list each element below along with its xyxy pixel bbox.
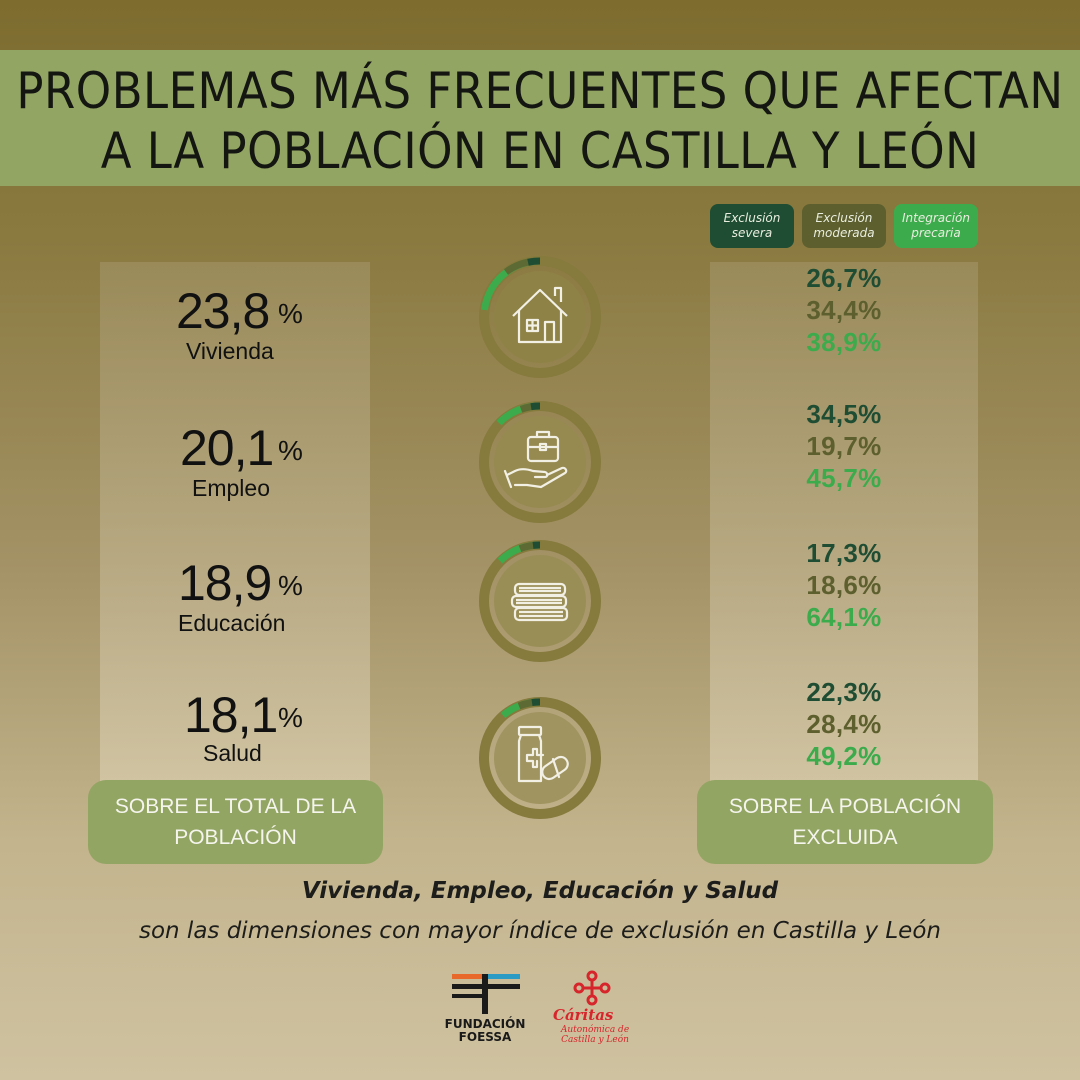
value-exclusion-moderada: 18,6% bbox=[806, 570, 882, 600]
right-panel bbox=[710, 262, 978, 782]
percent-sign: % bbox=[278, 702, 303, 733]
legend-integracion-precaria: Integración precaria bbox=[894, 204, 978, 248]
legend-exclusion-moderada: Exclusión moderada bbox=[802, 204, 886, 248]
medicine-icon bbox=[479, 697, 601, 819]
excluded-population-button[interactable]: SOBRE LA POBLACIÓN EXCLUIDA bbox=[697, 780, 993, 864]
value-integracion-precaria: 38,9% bbox=[806, 327, 882, 357]
value-integracion-precaria: 49,2% bbox=[806, 741, 882, 771]
stat-label: Educación bbox=[178, 610, 286, 636]
value-exclusion-severa: 26,7% bbox=[806, 263, 882, 293]
house-icon bbox=[479, 256, 601, 378]
value-exclusion-severa: 17,3% bbox=[806, 538, 882, 568]
caritas-logo-title: Cáritas bbox=[553, 1006, 614, 1024]
stat-label: Salud bbox=[203, 740, 262, 766]
values-educacion: 17,3% 18,6% 64,1% bbox=[710, 537, 978, 633]
values-empleo: 34,5% 19,7% 45,7% bbox=[710, 398, 978, 494]
title-band: PROBLEMAS MÁS FRECUENTES QUE AFECTAN A L… bbox=[0, 50, 1080, 186]
caritas-cross-icon bbox=[573, 970, 611, 1006]
value-exclusion-moderada: 34,4% bbox=[806, 295, 882, 325]
left-panel bbox=[100, 262, 370, 782]
value-integracion-precaria: 64,1% bbox=[806, 602, 882, 632]
percent-sign: % bbox=[278, 298, 303, 329]
percent-sign: % bbox=[278, 435, 303, 466]
page-title-line-2: A LA POBLACIÓN EN CASTILLA Y LEÓN bbox=[100, 122, 980, 180]
stat-value: 18,9 bbox=[178, 555, 272, 611]
value-exclusion-moderada: 19,7% bbox=[806, 431, 882, 461]
foessa-logo-icon bbox=[452, 974, 520, 1014]
value-exclusion-moderada: 28,4% bbox=[806, 709, 882, 739]
legend-exclusion-severa: Exclusión severa bbox=[710, 204, 794, 248]
books-icon bbox=[479, 540, 601, 662]
caption-highlight: Vivienda, Empleo, Educación y Salud bbox=[301, 878, 779, 904]
value-exclusion-severa: 34,5% bbox=[806, 399, 882, 429]
stat-value: 20,1 bbox=[180, 420, 274, 476]
values-vivienda: 26,7% 34,4% 38,9% bbox=[710, 262, 978, 358]
value-integracion-precaria: 45,7% bbox=[806, 463, 882, 493]
briefcase-hand-icon bbox=[479, 401, 601, 523]
caption-text: son las dimensiones con mayor índice de … bbox=[138, 918, 941, 944]
caritas-logo-subtitle: Autonómica de Castilla y León bbox=[560, 1025, 630, 1045]
stat-label: Vivienda bbox=[186, 338, 274, 364]
percent-sign: % bbox=[278, 570, 303, 601]
stat-label: Empleo bbox=[192, 475, 270, 501]
values-salud: 22,3% 28,4% 49,2% bbox=[710, 676, 978, 772]
foessa-logo-text: FUNDACIÓN FOESSA bbox=[444, 1017, 526, 1044]
page-title-line-1: PROBLEMAS MÁS FRECUENTES QUE AFECTAN bbox=[16, 62, 1064, 120]
value-exclusion-severa: 22,3% bbox=[806, 677, 882, 707]
total-population-button[interactable]: SOBRE EL TOTAL DE LA POBLACIÓN bbox=[88, 780, 383, 864]
stat-value: 18,1 bbox=[184, 687, 278, 743]
stat-value: 23,8 bbox=[176, 283, 270, 339]
